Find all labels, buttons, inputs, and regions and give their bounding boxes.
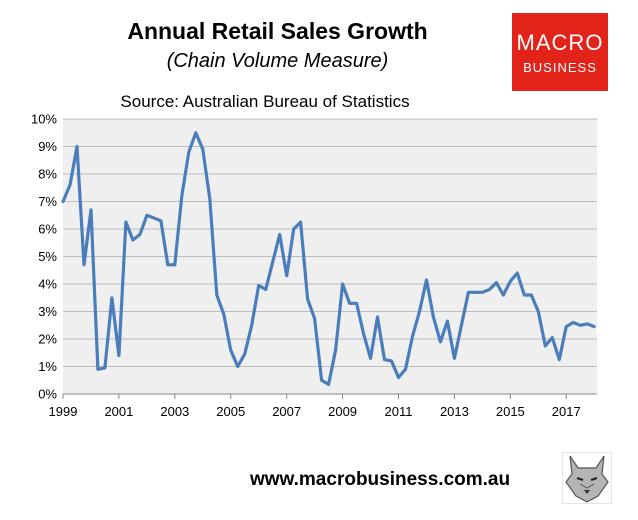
x-tick-label: 2015 (496, 404, 525, 419)
logo-line2: BUSINESS (523, 60, 597, 75)
chart-source: Source: Australian Bureau of Statistics (120, 92, 410, 111)
x-tick-label: 2011 (385, 404, 413, 419)
y-tick-label: 7% (38, 194, 57, 209)
x-tick-label: 2013 (440, 404, 469, 419)
y-tick-label: 5% (38, 249, 57, 264)
series-line-retail-growth (61, 131, 596, 386)
x-tick-label: 2009 (328, 404, 357, 419)
y-tick-label: 3% (38, 304, 57, 319)
y-tick-label: 2% (38, 332, 57, 347)
x-tick-label: 2001 (104, 404, 133, 419)
footer-url: www.macrobusiness.com.au (250, 469, 511, 490)
y-tick-label: 0% (38, 387, 57, 402)
y-tick-label: 8% (38, 167, 57, 182)
series-layer (61, 131, 596, 386)
x-tick-label: 2005 (216, 404, 245, 419)
x-tick-label: 2003 (160, 404, 189, 419)
y-axis-ticks: 0% 1% 2% 3% 4% 5% 6% 7% 8% 9% 10% (31, 112, 57, 402)
x-axis-ticks: 1999 2001 2003 2005 2007 2009 2011 2013 2015 2017 (49, 394, 581, 419)
line-chart: 0% 1% 2% 3% 4% 5% 6% 7% 8% 9% 10% 1999 2001 2003 2005… (31, 112, 597, 419)
macrobusiness-logo: MACRO BUSINESS (512, 13, 608, 91)
logo-line1: MACRO (516, 30, 604, 55)
y-tick-label: 4% (38, 277, 57, 292)
x-tick-label: 1999 (49, 404, 78, 419)
chart-title: Annual Retail Sales Growth (127, 18, 428, 44)
y-tick-label: 6% (38, 222, 57, 237)
y-tick-label: 9% (38, 139, 57, 154)
wolf-icon (562, 452, 612, 504)
x-tick-label: 2017 (552, 404, 581, 419)
y-tick-label: 10% (31, 112, 57, 127)
y-tick-label: 1% (38, 359, 57, 374)
x-tick-label: 2007 (272, 404, 301, 419)
chart-subtitle: (Chain Volume Measure) (166, 50, 389, 72)
grid-lines (63, 118, 597, 367)
